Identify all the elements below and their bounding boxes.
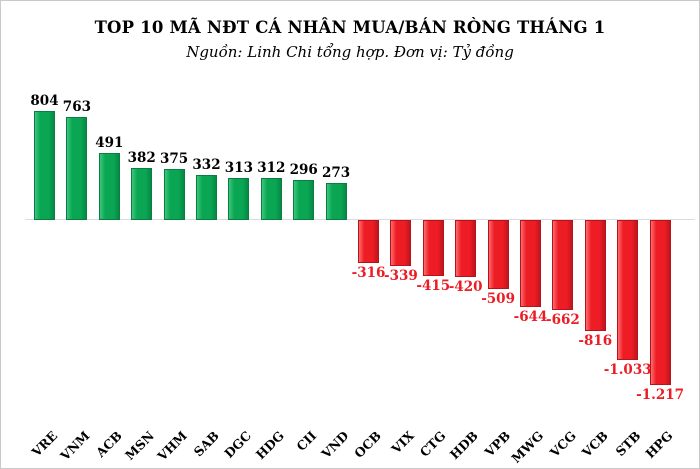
bar-vcb <box>584 220 606 331</box>
value-label-mwg: -644 <box>513 309 548 325</box>
x-axis-label-cii: CII <box>293 428 320 454</box>
bar-ctg <box>422 220 444 276</box>
value-label-hdg: 312 <box>257 160 286 176</box>
chart-subtitle: Nguồn: Linh Chi tổng hợp. Đơn vị: Tỷ đồn… <box>186 43 514 61</box>
value-label-sab: 332 <box>192 157 221 173</box>
bar-vpb <box>487 220 509 289</box>
bar-sab <box>196 175 217 220</box>
bar-vcg <box>552 220 574 310</box>
x-axis-label-dgc: DGC <box>221 428 255 461</box>
chart-title: TOP 10 MÃ NĐT CÁ NHÂN MUA/BÁN RÒNG THÁNG… <box>94 18 606 37</box>
value-label-stb: -1.033 <box>603 362 652 378</box>
value-label-hdb: -420 <box>448 279 483 295</box>
x-axis-label-sab: SAB <box>190 428 223 460</box>
bar-vhm <box>163 169 185 220</box>
value-label-vnm: 763 <box>62 99 91 115</box>
x-axis-label-vcg: VCG <box>546 428 579 461</box>
x-axis-label-vnm: VNM <box>57 428 93 464</box>
bar-acb <box>98 153 120 220</box>
value-label-vpb: -509 <box>481 291 515 307</box>
x-axis-label-hdg: HDG <box>252 428 287 463</box>
value-label-vre: 804 <box>30 93 59 109</box>
bar-dgc <box>228 178 250 220</box>
x-axis-label-vix: VIX <box>388 428 417 457</box>
x-axis-label-vnd: VND <box>318 428 352 462</box>
x-axis-label-hpg: HPG <box>642 428 676 462</box>
bar-cii <box>293 180 315 220</box>
bar-vre <box>34 111 55 220</box>
value-label-vhm: 375 <box>160 151 189 167</box>
bar-hdg <box>260 178 282 220</box>
bar-hdb <box>455 220 477 277</box>
bar-vnm <box>66 117 88 220</box>
bar-vix <box>390 220 412 266</box>
x-axis-label-stb: STB <box>612 428 644 460</box>
x-axis-label-vre: VRE <box>28 428 61 460</box>
value-label-hpg: -1.217 <box>636 387 685 403</box>
x-axis-label-acb: ACB <box>92 428 125 460</box>
value-label-dgc: 313 <box>224 160 253 176</box>
zero-axis-line <box>25 219 695 220</box>
bar-stb <box>617 220 639 360</box>
bar-hpg <box>649 220 671 385</box>
value-label-cii: 296 <box>289 162 318 178</box>
bar-msn <box>131 168 153 220</box>
x-axis-label-ocb: OCB <box>351 428 385 461</box>
x-axis-label-mwg: MWG <box>508 428 547 466</box>
value-label-acb: 491 <box>95 135 124 151</box>
value-label-ctg: -415 <box>416 278 451 294</box>
x-axis-label-ctg: CTG <box>417 428 449 460</box>
value-label-vcb: -816 <box>578 333 613 349</box>
x-axis-label-msn: MSN <box>122 428 158 463</box>
value-label-msn: 382 <box>127 150 156 166</box>
bar-mwg <box>520 220 541 307</box>
value-label-vnd: 273 <box>322 165 351 181</box>
x-axis-label-vcb: VCB <box>578 428 611 460</box>
value-label-ocb: -316 <box>351 265 386 281</box>
value-label-vcg: -662 <box>545 312 580 328</box>
value-label-vix: -339 <box>383 268 418 284</box>
bar-vnd <box>325 183 347 220</box>
bar-ocb <box>358 220 379 263</box>
x-axis-label-hdb: HDB <box>447 428 482 463</box>
x-axis-label-vhm: VHM <box>154 428 190 464</box>
